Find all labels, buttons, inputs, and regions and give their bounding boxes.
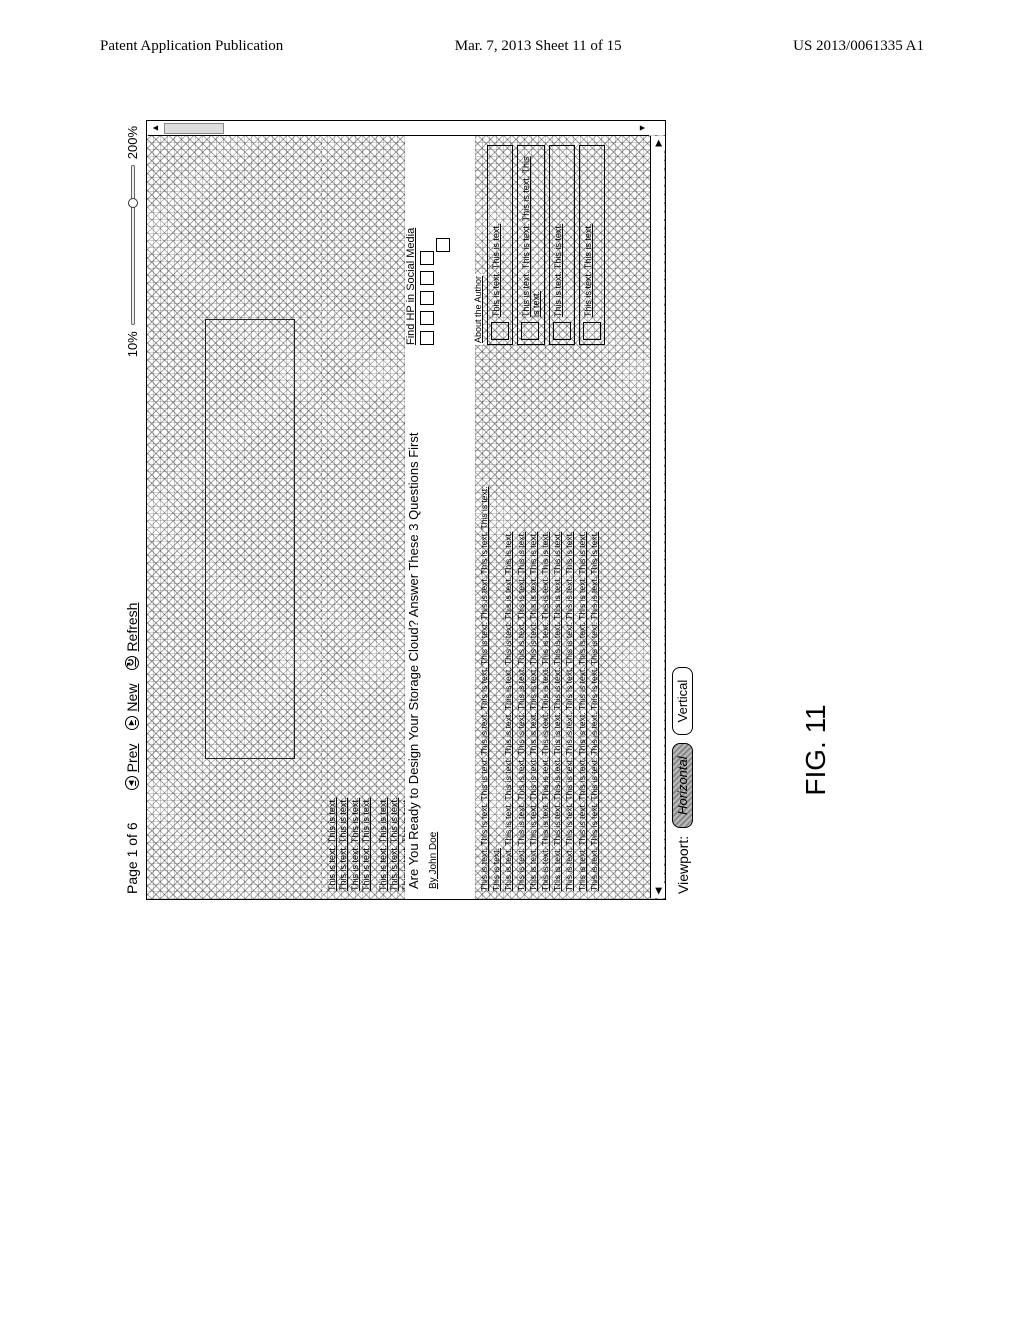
footer-bar: Viewport: Horizontal Vertical [666,120,693,900]
patent-page-header: Patent Application Publication Mar. 7, 2… [0,0,1024,65]
prev-label: Prev [124,744,140,773]
right-column: Find HP in Social Media [405,145,452,345]
social-icon[interactable] [420,311,434,325]
social-heading: Find HP in Social Media [405,145,417,345]
body-line: This is text. This is text. This is text… [564,351,574,891]
author-card-text: This is text. This is text. [583,224,593,317]
body-line: This is text. This is text. This is text… [577,351,587,891]
author-thumb [521,322,539,340]
social-icon[interactable] [436,238,450,252]
author-thumb [553,322,571,340]
body-line: This is text. This is text. This is text… [528,351,538,891]
hero-inset-box [205,319,295,759]
article-byline: By John Doe [428,353,439,889]
scroll-right-icon[interactable]: ▶ [651,136,665,150]
social-icons-row2 [436,145,450,345]
zoom-thumb[interactable] [128,198,138,208]
zoom-slider[interactable] [127,165,137,325]
new-label: New [124,684,140,712]
author-card-text: This is text. This is text. This is text… [521,150,541,317]
header-right: US 2013/0061335 A1 [793,38,924,55]
social-icon[interactable] [420,271,434,285]
viewport-horizontal-button[interactable]: Horizontal [672,743,693,828]
toolbar: Page 1 of 6 ◂ Prev ▸ New ↻ Refresh 10% [120,120,146,900]
social-icons-row [420,145,434,345]
body-line: This is text. This is text. This is text… [479,351,489,891]
page-indicator: Page 1 of 6 [124,822,140,894]
hero-banner-redacted [147,135,322,899]
refresh-label: Refresh [124,603,140,652]
app-window: Page 1 of 6 ◂ Prev ▸ New ↻ Refresh 10% [120,120,715,900]
refresh-icon: ↻ [125,656,139,670]
prev-icon: ◂ [125,776,139,790]
zoom-min-label: 10% [125,331,140,357]
header-left: Patent Application Publication [100,38,283,55]
new-button[interactable]: ▸ New [124,684,140,730]
author-thumb [583,322,601,340]
scroll-left-icon[interactable]: ◀ [651,884,665,898]
figure-wrap: Page 1 of 6 ◂ Prev ▸ New ↻ Refresh 10% [120,120,900,1120]
body-line: This is text. This is text. This is text… [540,351,550,891]
social-icon[interactable] [420,251,434,265]
social-icon[interactable] [420,331,434,345]
author-card-text: This is text. This is text. [553,224,563,317]
author-card[interactable]: This is text. This is text. This is text… [517,145,545,345]
article-body: This is text. This is text. This is text… [479,351,601,891]
author-card-text: This is text. This is text. [491,224,501,317]
vscroll-thumb[interactable] [164,123,224,134]
body-line: This is text. This is text. This is text… [589,351,599,891]
article-title: Are You Ready to Design Your Storage Clo… [407,353,422,889]
new-icon: ▸ [125,716,139,730]
mid-hatch [322,135,405,899]
header-center: Mar. 7, 2013 Sheet 11 of 15 [455,38,622,55]
social-icon[interactable] [420,291,434,305]
document-viewport: This is text. This is text. This is text… [146,120,666,900]
article-header: Are You Ready to Design Your Storage Clo… [405,351,443,891]
author-card[interactable]: This is text. This is text. [579,145,605,345]
body-line: This is text. This is text. This is text… [552,351,562,891]
author-heading: About the Author [473,274,483,345]
refresh-button[interactable]: ↻ Refresh [124,603,140,670]
vertical-scrollbar[interactable]: ▲ ▼ [148,122,649,136]
viewport-vertical-button[interactable]: Vertical [672,667,693,736]
author-card[interactable]: This is text. This is text. [549,145,575,345]
zoom-max-label: 200% [125,126,140,159]
author-thumb [491,322,509,340]
body-line: This is text. This is text. This is text… [516,351,526,891]
scroll-up-icon[interactable]: ▲ [148,121,162,135]
zoom-control[interactable]: 10% 200% [125,126,140,357]
horizontal-scrollbar[interactable]: ◀ ▶ [650,136,664,898]
figure-label: FIG. 11 [800,690,832,810]
body-line: This is text. This is text. This is text… [503,351,513,891]
author-card[interactable]: This is text. This is text. [487,145,513,345]
prev-button[interactable]: ◂ Prev [124,744,140,791]
about-author: About the Author This is text. This is t… [473,145,605,345]
body-line: This is text. [491,351,501,891]
scroll-down-icon[interactable]: ▼ [635,121,649,135]
viewport-label: Viewport: [675,836,691,894]
